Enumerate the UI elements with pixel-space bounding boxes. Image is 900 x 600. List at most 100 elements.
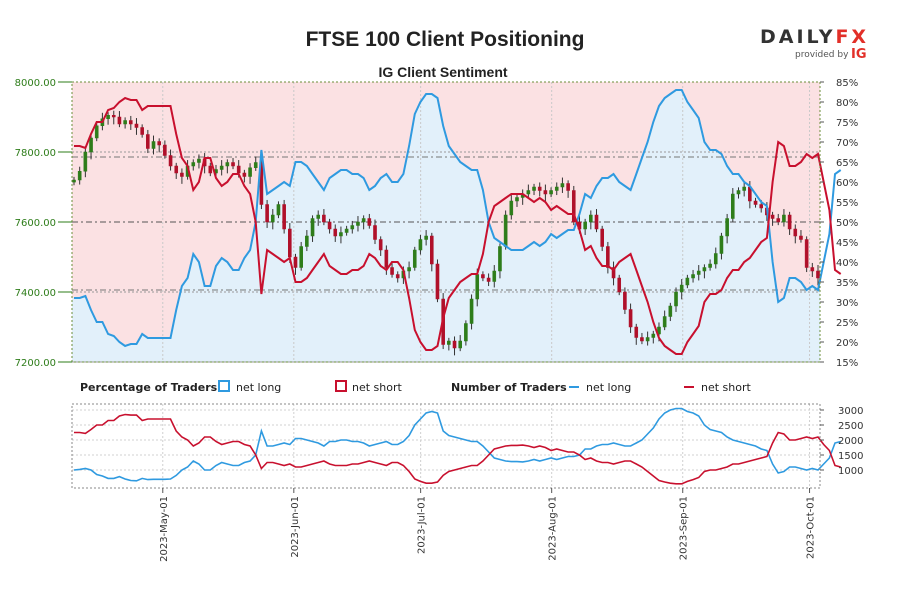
candle-body [708, 263, 712, 268]
candle-body [231, 162, 235, 167]
candle-body [611, 267, 616, 279]
count-tick-label: 3000 [838, 406, 863, 417]
candle-body [742, 186, 746, 191]
candle-body [554, 186, 559, 191]
candle-body [481, 274, 485, 279]
candle-body [373, 225, 377, 240]
candle-body [447, 340, 451, 345]
candle-body [787, 214, 792, 230]
candle-body [412, 249, 417, 268]
candle-body [333, 228, 338, 237]
candle-body [503, 214, 508, 247]
date-tick-label: 2023-Jul-01 [417, 496, 428, 554]
candle-body [293, 256, 298, 268]
candle-body [208, 165, 213, 174]
price-tick-label: 7800.00 [15, 148, 56, 159]
candle-body [111, 115, 116, 118]
candle-body [225, 162, 230, 167]
candle-body [589, 214, 593, 223]
date-tick-label: 2023-Aug-01 [548, 496, 559, 561]
candle-body [776, 218, 781, 223]
legend-short-swatch [335, 380, 347, 392]
candle-body [146, 134, 150, 149]
candle-body [804, 239, 809, 268]
candle-body [418, 239, 423, 251]
candle-body [628, 309, 633, 328]
price-tick-label: 7200.00 [15, 358, 56, 369]
pct-tick-label: 30% [836, 298, 858, 309]
brand-name-post: FX [835, 26, 869, 48]
legend-count-heading: Number of Traders [451, 381, 567, 394]
candle-body [282, 204, 286, 230]
pct-tick-label: 20% [836, 338, 858, 349]
candle-body [191, 162, 196, 167]
candle-body [691, 274, 695, 279]
count-axis: 1000 1500 2000 2500 3000 [820, 406, 863, 477]
count-tick-label: 1500 [838, 451, 863, 462]
candle-body [72, 179, 76, 183]
candle-body [464, 323, 468, 342]
candle-body [560, 183, 565, 188]
net-long-count-line [73, 407, 841, 482]
candlesticks [72, 110, 820, 356]
candle-body [305, 235, 309, 247]
trader-count-panel: 1000 1500 2000 2500 3000 2023-May-01 2023-Jun… [71, 403, 863, 562]
date-tick-label: 2023-Sep-01 [679, 496, 690, 560]
candle-body [174, 165, 179, 174]
candle-body [378, 239, 383, 251]
candle-body [594, 214, 599, 230]
pct-tick-label: 40% [836, 258, 858, 269]
count-tick-label: 2500 [838, 421, 863, 432]
candle-body [134, 123, 139, 128]
candle-body [299, 246, 303, 268]
candle-body [94, 125, 99, 139]
chart-subtitle: IG Client Sentiment [378, 64, 507, 80]
candle-body [310, 218, 315, 237]
candle-body [662, 316, 667, 328]
net-short-count-line [74, 413, 841, 485]
candle-body [759, 204, 764, 209]
candle-body [236, 165, 241, 174]
pct-tick-label: 70% [836, 138, 858, 149]
candle-body [543, 190, 548, 195]
candle-body [571, 190, 576, 223]
candle-body [617, 277, 622, 293]
pct-tick-label: 80% [836, 98, 858, 109]
percent-axis: 15% 20% 25% 30% 35% 40% 45% 50% 55% 60% 65% 70% 75% 8… [820, 78, 858, 369]
trader-count-lines [73, 407, 841, 485]
brand-name-pre: DAILY [760, 26, 835, 48]
candle-body [322, 214, 326, 223]
brand-sub: provided by [795, 50, 849, 60]
legend-pct-short: net short [352, 381, 403, 394]
candle-body [83, 151, 88, 172]
candle-body [486, 277, 491, 282]
candle-body [782, 214, 786, 223]
sentiment-lines [74, 89, 842, 355]
candle-body [657, 326, 661, 335]
candle-body [509, 200, 514, 216]
candle-body [537, 186, 542, 191]
candle-body [674, 291, 678, 307]
date-tick-label: 2023-Jun-01 [290, 496, 301, 558]
price-tick-label: 7400.00 [15, 288, 56, 299]
candle-body [498, 246, 502, 272]
candle-body [367, 218, 372, 226]
candle-body [816, 270, 820, 279]
candle-body [395, 274, 400, 279]
candle-body [645, 337, 650, 342]
net-long-pct-line [74, 89, 842, 348]
date-tick-label: 2023-Oct-01 [806, 496, 817, 559]
legend-count-short: net short [701, 381, 752, 394]
candle-body [180, 172, 184, 177]
candle-body [270, 214, 275, 223]
candle-body [248, 167, 252, 177]
candle-body [259, 162, 264, 205]
date-tick-label: 2023-May-01 [159, 496, 170, 562]
chart-title: FTSE 100 Client Positioning [306, 28, 585, 51]
candle-body [163, 144, 167, 156]
candle-body [600, 228, 604, 247]
candle-body [713, 253, 718, 265]
candle-body [623, 291, 627, 310]
date-axis: 2023-May-01 2023-Jun-01 2023-Jul-01 2023-Au… [159, 488, 817, 562]
